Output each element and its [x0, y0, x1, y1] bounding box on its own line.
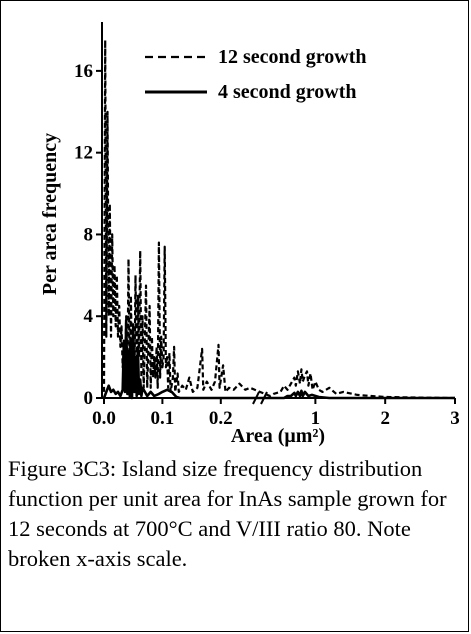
axis-break-mark-right	[260, 391, 268, 405]
y-axis-title: Per area frequency	[39, 133, 61, 295]
axis-break-mark-left	[252, 391, 260, 405]
series-line-1	[102, 319, 455, 400]
x-tick-label-0: 0.0	[92, 408, 116, 429]
legend: 12 second growth 4 second growth	[145, 46, 367, 103]
y-tick-label-0: 0	[84, 388, 94, 409]
y-tick-label-2: 8	[84, 224, 94, 245]
x-tick-label-4: 2	[380, 408, 390, 429]
x-tick-label-1: 0.1	[151, 408, 175, 429]
x-tick-label-5: 3	[450, 408, 460, 429]
x-tick-label-2: 0.2	[209, 408, 233, 429]
y-tick-label-1: 4	[84, 306, 94, 327]
x-tick-label-3: 1	[311, 408, 321, 429]
legend-label-1: 4 second growth	[218, 81, 357, 103]
figure-caption: Figure 3C3: Island size frequency distri…	[8, 456, 447, 571]
y-tick-label-3: 12	[74, 143, 93, 164]
legend-label-0: 12 second growth	[218, 46, 367, 68]
x-axis-title: Area (μm²)	[231, 425, 325, 447]
plot-area	[102, 39, 456, 400]
y-tick-label-4: 16	[74, 61, 93, 82]
